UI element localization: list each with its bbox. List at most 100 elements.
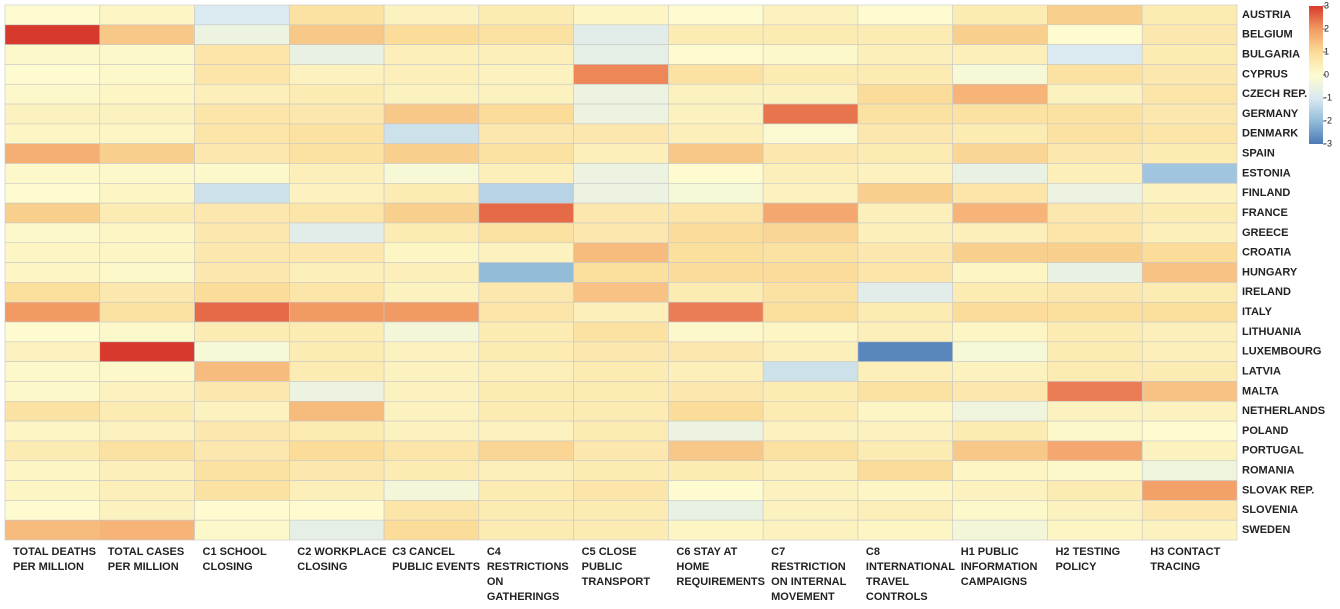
column-label: C2 WORKPLACE CLOSING	[297, 546, 387, 573]
column-label: C5 CLOSE PUBLIC TRANSPORT	[581, 546, 651, 588]
heatmap-cell	[289, 480, 385, 501]
heatmap-cell	[478, 519, 574, 541]
heatmap-cell	[762, 519, 859, 541]
heatmap-cell	[1047, 222, 1143, 244]
heatmap-cell	[194, 381, 290, 402]
row-label: FRANCE	[1242, 207, 1288, 219]
heatmap-cell	[4, 163, 101, 184]
heatmap-cell	[194, 183, 290, 204]
heatmap-cell	[952, 321, 1048, 343]
heatmap-cell	[573, 321, 669, 343]
heatmap-cell	[762, 381, 859, 402]
heatmap-cell	[857, 282, 953, 303]
heatmap-cell	[289, 500, 385, 521]
heatmap-cell	[857, 123, 953, 145]
heatmap-cell	[99, 4, 195, 26]
heatmap-cell	[573, 4, 669, 26]
heatmap-cell	[1141, 242, 1238, 263]
heatmap-cell	[99, 83, 195, 105]
heatmap-cell	[668, 44, 764, 65]
heatmap-cell	[1047, 4, 1143, 26]
heatmap-cell	[99, 282, 195, 303]
heatmap-cell	[1141, 321, 1238, 343]
heatmap-cell	[762, 123, 859, 145]
heatmap-cell	[289, 163, 385, 184]
heatmap-cell	[99, 480, 195, 501]
heatmap-cell	[857, 222, 953, 244]
heatmap-cell	[1047, 103, 1143, 125]
heatmap-cell	[478, 64, 574, 85]
heatmap-cell	[1141, 103, 1238, 125]
heatmap-cell	[383, 143, 480, 164]
heatmap-cell	[4, 440, 101, 462]
heatmap-cell	[383, 202, 480, 224]
heatmap-cell	[478, 500, 574, 521]
heatmap-cell	[4, 202, 101, 224]
heatmap-cell	[857, 361, 953, 382]
heatmap-cell	[952, 519, 1048, 541]
heatmap-cell	[1141, 341, 1238, 362]
heatmap-cell	[289, 381, 385, 402]
heatmap-cell	[383, 381, 480, 402]
heatmap-cell	[668, 222, 764, 244]
heatmap-cell	[289, 440, 385, 462]
row-label: FINLAND	[1242, 187, 1290, 199]
heatmap-cell	[762, 83, 859, 105]
heatmap-cell	[1141, 480, 1238, 501]
column-label: C3 CANCEL PUBLIC EVENTS	[392, 546, 481, 573]
heatmap-cell	[1141, 420, 1238, 442]
heatmap-cell	[383, 262, 480, 283]
heatmap-cell	[762, 44, 859, 65]
heatmap-cell	[1141, 282, 1238, 303]
heatmap-cell	[573, 400, 669, 422]
heatmap-cell	[857, 202, 953, 224]
heatmap-cell	[478, 420, 574, 442]
heatmap-cell	[573, 460, 669, 481]
heatmap-cell	[99, 163, 195, 184]
heatmap-cell	[99, 420, 195, 442]
heatmap-cell	[857, 24, 953, 45]
column-label: TOTAL CASES PER MILLION	[107, 546, 185, 573]
heatmap-cell	[573, 381, 669, 402]
heatmap-cell	[573, 480, 669, 501]
heatmap-cell	[1047, 460, 1143, 481]
heatmap-cell	[289, 262, 385, 283]
heatmap-cell	[4, 420, 101, 442]
heatmap-cell	[762, 64, 859, 85]
heatmap-cell	[952, 4, 1048, 26]
heatmap-cell	[668, 500, 764, 521]
heatmap-cell	[1047, 202, 1143, 224]
row-label: NETHERLANDS	[1242, 405, 1325, 417]
heatmap-cell	[4, 103, 101, 125]
heatmap-cell	[99, 381, 195, 402]
colorbar-tick-label: 1	[1324, 46, 1329, 56]
heatmap-cell	[99, 262, 195, 283]
heatmap-cell	[1141, 262, 1238, 283]
heatmap-cell	[857, 400, 953, 422]
heatmap-cell	[4, 480, 101, 501]
row-label: MALTA	[1242, 385, 1279, 397]
heatmap-cell	[857, 381, 953, 402]
heatmap-cell	[4, 500, 101, 521]
heatmap-cell	[1141, 143, 1238, 164]
heatmap-cell	[573, 24, 669, 45]
heatmap-cell	[573, 440, 669, 462]
heatmap-cell	[1047, 341, 1143, 362]
heatmap-cell	[1047, 262, 1143, 283]
heatmap-cell	[289, 202, 385, 224]
heatmap-cell	[4, 44, 101, 65]
heatmap-cell	[289, 341, 385, 362]
heatmap-cell	[478, 4, 574, 26]
heatmap-cell	[857, 460, 953, 481]
heatmap-cell	[194, 262, 290, 283]
heatmap-cell	[99, 400, 195, 422]
heatmap-cell	[668, 103, 764, 125]
heatmap-cell	[4, 183, 101, 204]
heatmap-cell	[668, 24, 764, 45]
heatmap-cell	[1141, 123, 1238, 145]
heatmap-cell	[99, 222, 195, 244]
heatmap-cell	[857, 163, 953, 184]
row-label: GERMANY	[1242, 108, 1299, 120]
heatmap-cell	[194, 420, 290, 442]
heatmap-cell	[668, 341, 764, 362]
